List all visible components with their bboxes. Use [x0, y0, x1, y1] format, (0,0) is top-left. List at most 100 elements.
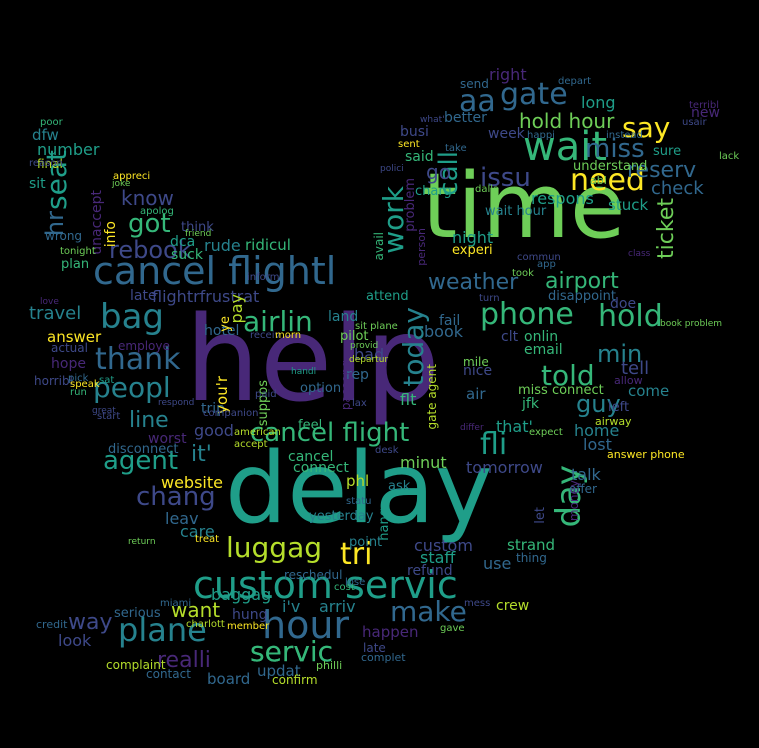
word-want: want — [171, 598, 221, 622]
word-trip: trip — [201, 401, 226, 417]
word-thing: thing — [516, 551, 547, 565]
word-attend: attend — [366, 289, 409, 304]
word-horribl: horribl — [34, 374, 73, 388]
word-passeng: passeng — [339, 360, 353, 411]
word-happi: happi — [527, 130, 555, 141]
word-philli: philli — [316, 659, 343, 672]
word-say: say — [622, 111, 671, 144]
word-rebook: rebook — [109, 236, 192, 264]
word-min: min — [597, 340, 643, 368]
word-baggag: baggag — [211, 585, 272, 604]
word-provid: provid — [350, 341, 379, 351]
word-make: make — [390, 595, 467, 628]
word-app: app — [537, 259, 556, 270]
word-look: look — [58, 631, 92, 650]
word-offer: offer — [569, 482, 597, 496]
word-gave: gave — [440, 623, 465, 634]
word-contact: contact — [146, 667, 191, 681]
word-answer-phone: answer phone — [607, 448, 685, 461]
word-today: today — [397, 307, 430, 387]
word-airport: airport — [545, 269, 619, 294]
word-told: told — [541, 359, 595, 392]
word-usair: usair — [682, 117, 707, 128]
word-miss-connect: miss connect — [518, 383, 604, 398]
word-person: person — [415, 228, 428, 266]
word-custom: custom — [414, 536, 473, 555]
word-book-problem: book problem — [660, 319, 723, 329]
word-strand: strand — [507, 536, 556, 554]
word-home: home — [574, 421, 620, 440]
word-tonight: tonight — [60, 246, 96, 257]
word-employe: employe — [118, 339, 170, 353]
word-disappoint: disappoint — [548, 289, 617, 304]
word-expect: expect — [529, 427, 563, 438]
word-avail: avail — [372, 232, 386, 261]
word-actual: actual — [51, 341, 88, 355]
word-peopl: peopl — [93, 371, 171, 404]
word-care: care — [180, 522, 215, 541]
word-wait: wait — [523, 124, 608, 170]
word-inform: inform — [247, 272, 280, 283]
word-reschedul: reschedul — [284, 568, 343, 582]
word-hold: hold — [598, 299, 663, 334]
word-use: use — [483, 554, 512, 573]
word-yesterday: yesterday — [309, 509, 374, 524]
word-tell: tell — [621, 358, 650, 379]
word-money: money — [567, 480, 581, 522]
word-gate: gate — [500, 77, 568, 112]
word-luggag: luggag — [226, 531, 323, 564]
word-servic: servic — [250, 635, 334, 668]
word-aa: aa — [459, 84, 496, 119]
word-cost: cost — [334, 582, 355, 593]
word-travel: travel — [29, 303, 82, 324]
word-got: got — [128, 209, 171, 239]
word-lose: lose — [345, 577, 366, 588]
word-board: board — [207, 670, 251, 688]
word-complet: complet — [361, 651, 406, 664]
word-said: said — [405, 149, 434, 165]
word-night: night — [452, 228, 494, 247]
word-sit: sit — [29, 176, 46, 192]
word-hotel: hotel — [204, 323, 240, 339]
word-abl: abl — [590, 174, 607, 187]
word-flt: flt — [400, 390, 417, 409]
word-flightrfrustrat: flightrfrustrat — [152, 287, 260, 306]
word-reserv: reserv — [627, 158, 697, 183]
word-line: line — [129, 408, 169, 433]
word-tomorrow: tomorrow — [466, 458, 543, 477]
word-weather: weather — [428, 270, 519, 295]
word-go: go — [426, 160, 451, 184]
word-stuck: stuck — [608, 196, 649, 214]
word-handl: handl — [291, 367, 317, 377]
word-rep: rep — [346, 367, 369, 383]
word-polici: polici — [380, 164, 404, 174]
word-gate-agent: gate agent — [425, 364, 439, 430]
word-refund: refund — [407, 563, 453, 579]
word-good: good — [194, 421, 234, 440]
word-final: final — [37, 157, 63, 171]
word-cancel: cancel — [288, 449, 334, 465]
word-dalla: dalla — [475, 184, 500, 195]
word-lost: lost — [583, 435, 612, 454]
word-suck: suck — [171, 247, 203, 263]
word-it-: it' — [191, 442, 212, 467]
word-ticket: ticket — [654, 198, 679, 259]
word-leav: leav — [165, 509, 199, 528]
word-wrong: wrong — [45, 229, 83, 243]
word-nice: nice — [463, 363, 493, 379]
word-sent: sent — [398, 139, 420, 150]
word-serious: serious — [114, 606, 161, 621]
word-crew: crew — [496, 598, 530, 614]
word-hope: hope — [51, 356, 86, 372]
word-agent: agent — [103, 446, 179, 476]
word-what-: what' — [420, 115, 445, 125]
word-number: number — [37, 140, 100, 159]
word-love: love — [40, 297, 59, 307]
word-commun: commun — [517, 252, 561, 263]
word-apolog: apolog — [140, 206, 174, 217]
word-new: new — [691, 105, 720, 121]
word-better: better — [444, 110, 487, 126]
word-let: let — [533, 507, 548, 524]
word-doe: doe — [610, 296, 637, 312]
